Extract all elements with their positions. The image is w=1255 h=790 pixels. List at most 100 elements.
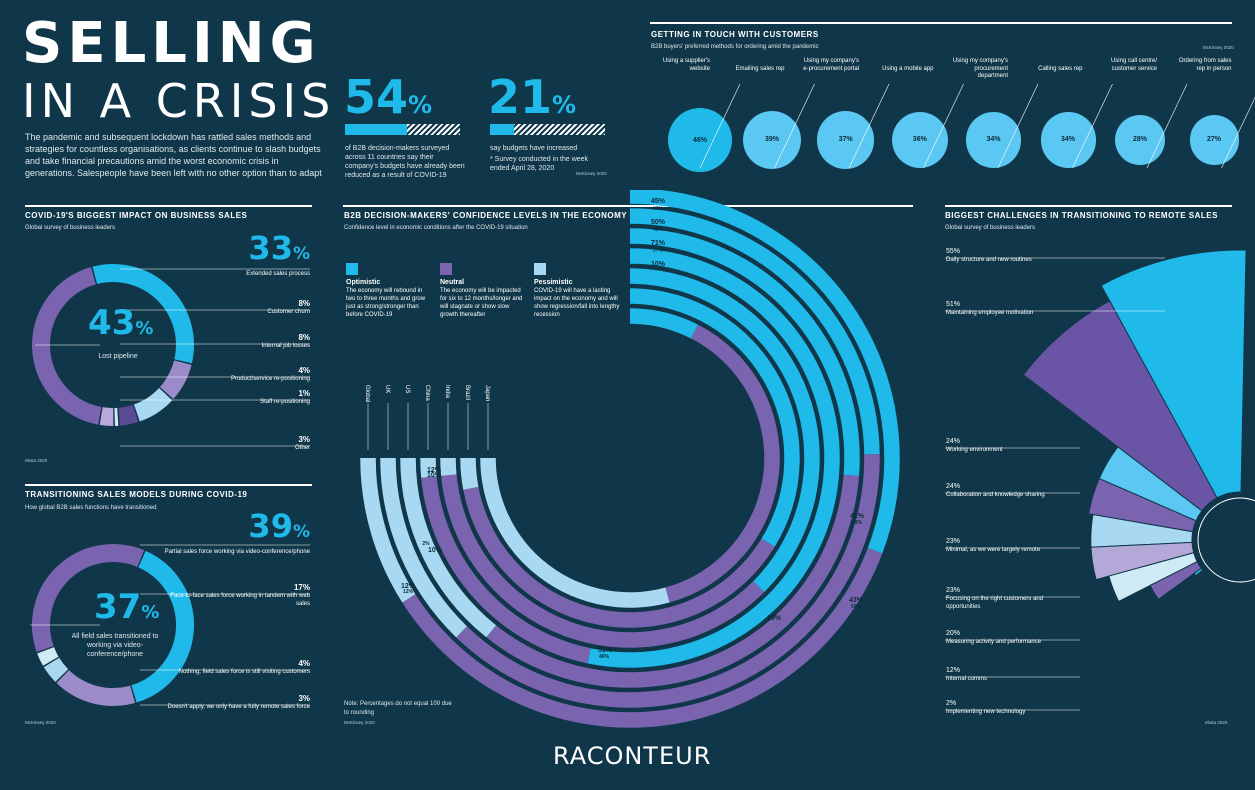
legend-neutral: Neutral The economy will be impacted for … bbox=[440, 279, 523, 318]
legend-optimistic-swatch bbox=[346, 263, 358, 275]
customer-method-bubble: 27% bbox=[1189, 115, 1239, 165]
customer-leader-line bbox=[1221, 96, 1255, 169]
challenge-label: 12% Internal comms bbox=[946, 667, 988, 682]
challenges-radial-chart bbox=[945, 249, 1255, 711]
confidence-right-label: 51% bbox=[598, 647, 613, 654]
country-label: UK bbox=[384, 385, 390, 393]
confidence-left-label: 10% bbox=[428, 547, 443, 554]
confidence-arc-optimistic bbox=[629, 268, 820, 593]
legend-pessimistic-swatch bbox=[534, 263, 546, 275]
customers-title: GETTING IN TOUCH WITH CUSTOMERS bbox=[651, 30, 819, 39]
donut-segment bbox=[131, 550, 194, 703]
country-label: US bbox=[404, 385, 410, 393]
confidence-arc-optimistic bbox=[587, 248, 840, 668]
stat1-value: 54% bbox=[344, 70, 433, 124]
country-label: India bbox=[444, 385, 450, 399]
transition-label: 17% Face-to-face sales force working in t… bbox=[170, 583, 310, 608]
confidence-arc-optimistic bbox=[629, 208, 880, 455]
confidence-top-label: 10% bbox=[651, 261, 666, 268]
confidence-arc-neutral bbox=[486, 474, 860, 688]
confidence-top-label: 27% bbox=[653, 248, 664, 254]
confidence-arc-neutral bbox=[421, 476, 591, 664]
donut-segment bbox=[56, 669, 136, 706]
country-label: Brazil bbox=[464, 385, 470, 400]
customers-rule bbox=[650, 22, 1232, 24]
confidence-arc-optimistic bbox=[629, 228, 860, 477]
confidence-top-label: 50% bbox=[651, 219, 666, 226]
confidence-arc-pessimistic bbox=[420, 457, 437, 478]
confidence-note: Note: Percentages do not equal 100 due t… bbox=[344, 701, 452, 716]
confidence-arc-neutral bbox=[463, 486, 775, 628]
impact-subtitle: Global survey of business leaders bbox=[25, 225, 116, 231]
donut-segment bbox=[32, 544, 145, 652]
challenge-wedge bbox=[1090, 541, 1195, 581]
customer-method-label: Using my company's e-procurement portal bbox=[803, 58, 859, 72]
page-title-line1: SELLING bbox=[22, 11, 321, 76]
page-title-line2: IN A CRISIS bbox=[22, 74, 336, 128]
confidence-arc-pessimistic bbox=[360, 457, 416, 603]
confidence-title: B2B DECISION-MAKERS' CONFIDENCE LEVELS I… bbox=[344, 211, 628, 220]
confidence-top-label: 71% bbox=[651, 240, 666, 247]
customers-source: McKinsey 2020 bbox=[1203, 45, 1234, 50]
impact-label: 33% Extended sales process bbox=[160, 232, 310, 278]
impact-label: 4% Product/service re-positioning bbox=[230, 366, 310, 383]
customer-method-label: Emailing sales rep bbox=[735, 66, 785, 72]
customers-subtitle: B2B buyers' preferred methods for orderi… bbox=[651, 44, 819, 50]
customer-leader-line bbox=[774, 83, 815, 169]
legend-optimistic: Optimistic The economy will rebound in tw… bbox=[346, 279, 426, 318]
confidence-subtitle: Confidence level in economic conditions … bbox=[344, 225, 528, 231]
challenge-wedge bbox=[1100, 249, 1247, 499]
confidence-arc-optimistic bbox=[629, 190, 900, 554]
country-label: Japan bbox=[484, 385, 490, 401]
donut-segment bbox=[118, 404, 139, 426]
transition-label: 39% Partial sales force working via video… bbox=[160, 510, 310, 556]
confidence-arc-pessimistic bbox=[380, 457, 467, 638]
customer-leader-line bbox=[1146, 83, 1188, 169]
impact-big-value: 33% bbox=[248, 229, 310, 267]
confidence-left-label: 12% bbox=[403, 589, 414, 595]
confidence-left-label: 10% bbox=[427, 472, 442, 479]
challenge-label: 55% Daily structure and new routines bbox=[946, 248, 1032, 263]
confidence-arc-pessimistic bbox=[400, 457, 497, 638]
confidence-arc-neutral bbox=[441, 474, 765, 648]
customer-method-bubble: 36% bbox=[891, 111, 949, 169]
customer-leader-line bbox=[997, 83, 1039, 169]
country-label: China bbox=[424, 385, 430, 401]
transition-subtitle: How global B2B sales functions have tran… bbox=[25, 505, 157, 511]
challenge-label: 24% Collaboration and knowledge sharing bbox=[946, 483, 1045, 498]
impact-label: 8% Customer churn bbox=[267, 299, 310, 316]
challenges-subtitle: Global survey of business leaders bbox=[945, 225, 1036, 231]
donut-segment bbox=[133, 387, 173, 422]
confidence-arc-pessimistic bbox=[480, 457, 670, 608]
customer-method-label: Using my company's procurement departmen… bbox=[952, 58, 1008, 79]
impact-rule bbox=[25, 205, 312, 207]
customer-leader-line bbox=[923, 83, 964, 169]
confidence-left-label: 12% bbox=[401, 583, 416, 590]
stat1-bar-track bbox=[345, 124, 460, 135]
challenge-wedge bbox=[1193, 567, 1204, 577]
confidence-arc-pessimistic bbox=[460, 457, 479, 490]
impact-center-value: 43% bbox=[88, 303, 154, 343]
country-label: Global bbox=[364, 385, 370, 402]
customer-method-bubble: 28% bbox=[1115, 115, 1165, 165]
customer-method-bubble: 34% bbox=[966, 112, 1022, 168]
challenge-label: 23% Focusing on the right customers and o… bbox=[946, 587, 1044, 610]
confidence-right-label: 43% bbox=[849, 597, 864, 604]
challenges-rule bbox=[945, 205, 1232, 207]
stat2-value: 21% bbox=[488, 70, 577, 124]
challenge-label: 24% Working environment bbox=[946, 438, 1003, 453]
impact-title: COVID-19'S BIGGEST IMPACT ON BUSINESS SA… bbox=[25, 211, 248, 220]
donut-segment bbox=[32, 267, 102, 425]
confidence-top-label: 48% bbox=[653, 227, 664, 233]
challenge-label: 51% Maintaining employee motivation bbox=[946, 301, 1034, 316]
confidence-arc-optimistic bbox=[629, 308, 698, 339]
impact-source: ebsta 2020 bbox=[25, 458, 48, 463]
customer-method-label: Ordering from sales rep in person bbox=[1178, 58, 1232, 72]
confidence-right-label: 46% bbox=[599, 654, 610, 660]
confidence-arc-optimistic bbox=[629, 288, 800, 547]
stat2-note: * Survey conducted in the week ended Apr… bbox=[490, 156, 589, 172]
transition-label: 4% Nothing, field sales force is still vi… bbox=[178, 659, 310, 676]
donut-segment bbox=[159, 360, 192, 400]
customer-leader-line bbox=[699, 83, 741, 169]
customer-method-bubble: 46% bbox=[668, 108, 732, 172]
